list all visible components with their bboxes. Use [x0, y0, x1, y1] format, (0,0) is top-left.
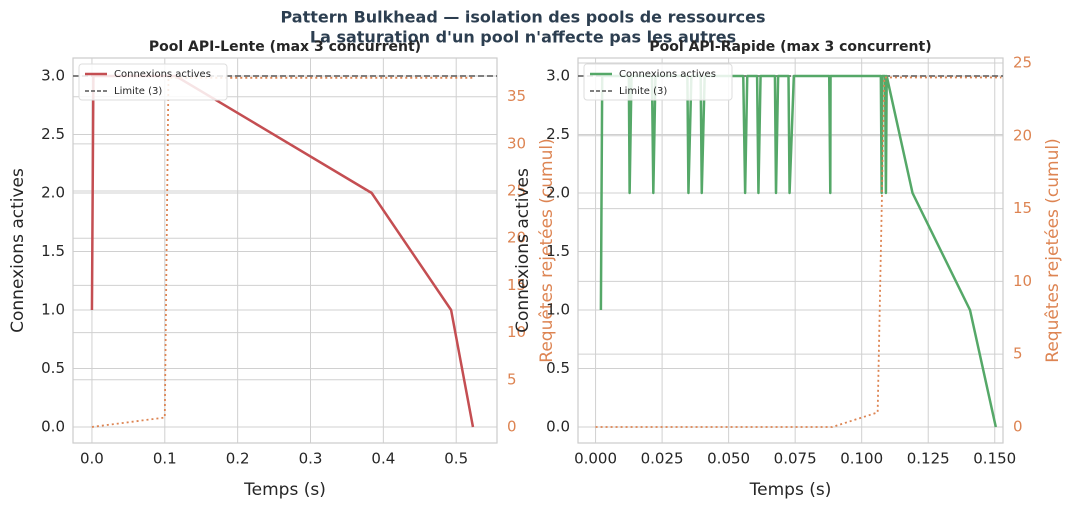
y2-axis-label: Requêtes rejetées (cumul) — [537, 138, 557, 362]
plot-frame — [577, 57, 1004, 444]
legend-label: Limite (3) — [114, 86, 162, 97]
y-tick-label: 3.0 — [546, 67, 570, 85]
y-tick-label: 0.5 — [546, 359, 570, 377]
figure-subtitle: La saturation d'un pool n'affecte pas le… — [310, 28, 736, 47]
data-line — [599, 74, 998, 428]
y-tick-label: 1.0 — [41, 300, 65, 318]
x-tick-label: 0.2 — [226, 450, 250, 468]
y2-axis-label: Requêtes rejetées (cumul) — [1043, 138, 1063, 362]
y2-tick-label: 5 — [507, 370, 517, 388]
y2-tick-label: 10 — [1013, 272, 1032, 290]
y-tick-label: 2.5 — [41, 125, 65, 143]
legend-label: Connexions actives — [114, 69, 211, 80]
chart-title: Pool API-Lente (max 3 concurrent) — [149, 39, 421, 55]
y2-tick-label: 0 — [507, 417, 517, 435]
y-axis-label: Connexions actives — [513, 168, 533, 333]
y-tick-label: 0.0 — [546, 417, 570, 435]
x-tick-label: 0.000 — [574, 450, 617, 468]
y2-tick-label: 10 — [507, 323, 526, 341]
legend-label: Connexions actives — [619, 69, 716, 80]
y2-tick-label: 25 — [1013, 53, 1032, 71]
x-tick-label: 0.050 — [707, 450, 750, 468]
y2-tick-label: 35 — [507, 87, 526, 105]
legend-box — [78, 63, 228, 101]
y-tick-label: 2.5 — [546, 125, 570, 143]
y-tick-label: 1.5 — [546, 242, 570, 260]
plot-frame — [72, 57, 498, 444]
x-axis-label: Temps (s) — [749, 480, 832, 500]
y-tick-label: 0.5 — [41, 359, 65, 377]
y-tick-label: 1.0 — [546, 300, 570, 318]
y2-tick-label: 25 — [507, 182, 526, 200]
y-tick-label: 2.0 — [41, 184, 65, 202]
y2-tick-label: 30 — [507, 134, 526, 152]
y2-tick-label: 0 — [1013, 417, 1023, 435]
x-tick-label: 0.3 — [299, 450, 323, 468]
x-tick-label: 0.1 — [153, 450, 177, 468]
y2-tick-label: 15 — [507, 276, 526, 294]
y-tick-label: 2.0 — [546, 184, 570, 202]
y-tick-label: 0.0 — [41, 417, 65, 435]
x-tick-label: 0.4 — [371, 450, 395, 468]
legend-box — [583, 63, 733, 101]
y-axis-label: Connexions actives — [8, 168, 28, 333]
x-tick-label: 0.125 — [907, 450, 950, 468]
x-axis-label: Temps (s) — [243, 480, 326, 500]
y-tick-label: 1.5 — [41, 242, 65, 260]
chart-title: Pool API-Rapide (max 3 concurrent) — [649, 39, 931, 55]
x-tick-label: 0.075 — [774, 450, 817, 468]
x-tick-label: 0.5 — [444, 450, 468, 468]
y2-tick-label: 20 — [1013, 126, 1032, 144]
figure-title: Pattern Bulkhead — isolation des pools d… — [280, 8, 765, 27]
legend-label: Limite (3) — [619, 86, 667, 97]
y-tick-label: 3.0 — [41, 67, 65, 85]
y2-tick-label: 5 — [1013, 345, 1023, 363]
x-tick-label: 0.0 — [80, 450, 104, 468]
x-tick-label: 0.150 — [973, 450, 1016, 468]
x-tick-label: 0.100 — [840, 450, 883, 468]
y2-tick-label: 15 — [1013, 199, 1032, 217]
cumulative-line — [91, 76, 473, 428]
y2-tick-label: 20 — [507, 229, 526, 247]
x-tick-label: 0.025 — [641, 450, 684, 468]
